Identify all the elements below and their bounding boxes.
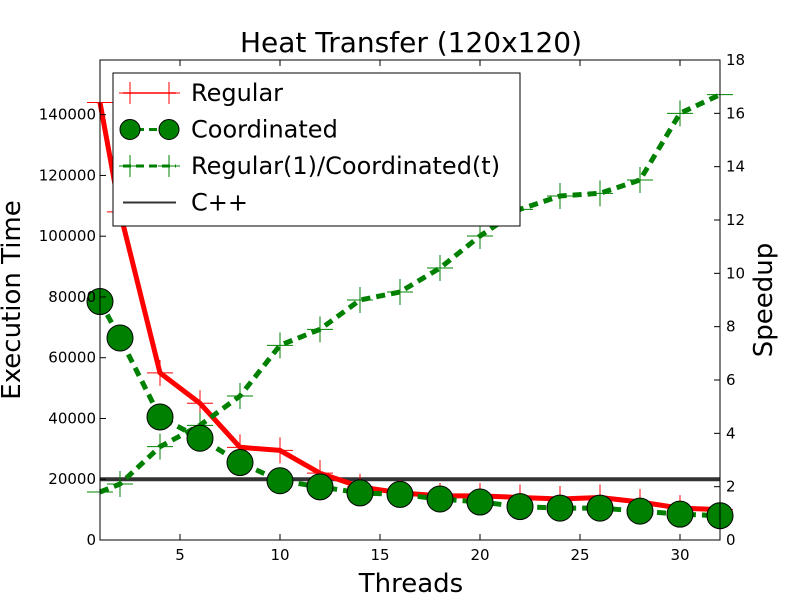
y2-tick-label: 6: [726, 371, 736, 389]
y2-tick-label: 8: [726, 318, 736, 336]
legend-swatch-marker: [158, 155, 180, 177]
y-tick-label: 100000: [39, 227, 96, 245]
legend-swatch-marker: [158, 119, 180, 140]
x-tick-label: 20: [470, 546, 489, 564]
legend-label: Coordinated: [191, 116, 338, 144]
y2-axis-title: Speedup: [749, 243, 779, 358]
ticks-layer: 5 10 15 20 25 3002000040000600008000010000012…: [39, 51, 745, 564]
legend-item: Regular(1)/Coordinated(t): [119, 152, 500, 180]
x-tick-label: 25: [570, 546, 589, 564]
y2-tick-label: 12: [726, 211, 745, 229]
data-point: [427, 255, 453, 281]
data-point: [147, 433, 173, 460]
data-point: [587, 180, 613, 207]
data-point: [506, 493, 534, 521]
y-tick-label: 40000: [48, 409, 96, 427]
data-point: [266, 467, 294, 495]
data-point: [347, 287, 373, 313]
y-tick-label: 140000: [39, 106, 96, 124]
plot-frame: [99, 59, 721, 541]
data-point: [306, 473, 334, 501]
y-tick-label: 0: [86, 531, 96, 549]
legend-item: Coordinated: [119, 116, 338, 144]
y2-tick-label: 0: [726, 531, 736, 549]
y-tick-label: 120000: [39, 166, 96, 184]
x-tick-label: 30: [670, 546, 689, 564]
x-tick-label: 15: [370, 546, 389, 564]
y2-tick-label: 2: [726, 478, 736, 496]
x-tick-label: 5: [175, 546, 185, 564]
series-line: [97, 300, 721, 519]
legend-label: Regular(1)/Coordinated(t): [191, 152, 500, 180]
data-point: [226, 449, 254, 477]
data-point: [547, 183, 573, 209]
data-point: [467, 223, 493, 249]
y-axis-title: Execution Time: [0, 200, 27, 399]
y-tick-label: 80000: [48, 288, 96, 306]
data-point: [627, 167, 653, 193]
x-axis-title: Threads: [358, 569, 463, 599]
data-point: [466, 488, 494, 516]
y2-tick-label: 16: [726, 104, 745, 122]
data-point: [586, 494, 614, 522]
data-point: [146, 403, 174, 431]
data-point: [667, 100, 693, 127]
legend-item: Regular: [119, 79, 283, 107]
data-point: [426, 485, 454, 513]
legend-label: Regular: [191, 79, 283, 107]
data-point: [386, 480, 414, 508]
data-point: [546, 494, 574, 522]
y2-tick-label: 14: [726, 158, 745, 176]
y-tick-label: 60000: [48, 349, 96, 367]
legend-swatch-marker: [119, 119, 141, 140]
legend-item: C++: [123, 189, 248, 217]
data-point: [147, 359, 173, 386]
y2-tick-label: 4: [726, 424, 736, 442]
data-point: [227, 383, 253, 409]
legend-box: [112, 72, 521, 227]
data-point: [346, 479, 374, 507]
data-point: [307, 316, 333, 343]
legend-swatch-marker: [119, 82, 141, 104]
data-point: [107, 471, 133, 497]
data-point: [267, 332, 293, 359]
y2-tick-label: 10: [726, 264, 745, 282]
data-point: [106, 324, 134, 352]
legend-label: C++: [191, 189, 248, 217]
y2-tick-label: 18: [726, 51, 745, 69]
chart-title: Heat Transfer (120x120): [240, 26, 582, 59]
data-point: [387, 279, 413, 305]
legend: Regular Coordinated Regular(1)/Coordinated…: [112, 72, 521, 227]
y-tick-label: 20000: [48, 470, 96, 488]
legend-swatch-marker: [119, 155, 141, 177]
data-point: [666, 500, 694, 528]
data-point: [187, 390, 213, 417]
legend-swatch-marker: [158, 82, 180, 104]
x-tick-label: 10: [270, 546, 289, 564]
data-point: [186, 424, 214, 452]
data-point: [267, 437, 293, 464]
series-line: [99, 92, 722, 495]
series-layer: [86, 81, 734, 530]
series-coordinated: [86, 288, 734, 530]
data-point: [626, 497, 654, 525]
